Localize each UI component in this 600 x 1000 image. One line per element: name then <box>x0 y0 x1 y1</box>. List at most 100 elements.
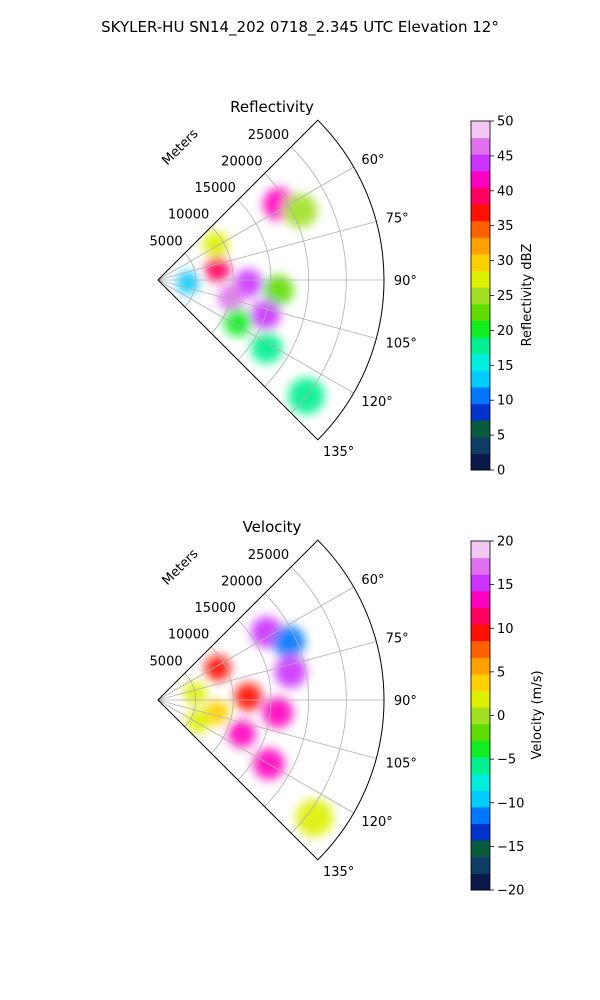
velocity-panel: Velocity 5000 10000 15000 20000 25000 60° 75° 9… <box>150 518 417 880</box>
velocity-azimuth-gridline <box>157 699 354 814</box>
reflectivity-colorbar-tick-label: 15 <box>497 359 514 374</box>
velocity-sector-outline <box>157 539 385 861</box>
velocity-colorbar-segment <box>471 757 490 775</box>
reflectivity-echo-cell <box>223 308 252 337</box>
velocity-colorbar-segment <box>471 806 490 825</box>
reflectivity-colorbar-tick-label: 5 <box>497 429 505 444</box>
velocity-colorbar-segment <box>471 590 490 608</box>
reflectivity-echo-cell <box>283 193 318 228</box>
reflectivity-colorbar-segment <box>471 237 490 255</box>
velocity-colorbar-segment <box>471 640 490 658</box>
reflectivity-panel: Reflectivity 5000 10000 15000 20000 25000 60°… <box>150 98 417 460</box>
velocity-azimuth-gridline <box>157 699 377 759</box>
reflectivity-colorbar-tick-label: 25 <box>497 289 514 304</box>
velocity-polar-grid: 5000 10000 15000 20000 25000 60° 75° 90° 105° 120… <box>150 539 417 880</box>
reflectivity-colorbar-tick-label: 40 <box>497 184 514 199</box>
velocity-colorbar-segment <box>471 673 490 692</box>
velocity-azimuth-tick-label: 105° <box>386 757 417 772</box>
velocity-range-axis-label: Meters <box>160 546 202 588</box>
velocity-colorbar-segment <box>471 557 490 575</box>
velocity-echo-cell <box>227 719 256 748</box>
velocity-azimuth-tick-label: 75° <box>386 631 409 646</box>
velocity-colorbar-segment <box>471 657 490 675</box>
reflectivity-azimuth-tick-label: 120° <box>361 395 392 410</box>
velocity-range-tick-label: 10000 <box>168 628 209 643</box>
velocity-echo-cell <box>274 655 307 688</box>
reflectivity-azimuth-gridline <box>157 279 377 339</box>
velocity-echo-cell <box>204 699 230 726</box>
reflectivity-echo-cell <box>262 275 294 306</box>
velocity-colorbar-segment <box>471 790 490 808</box>
velocity-title: Velocity <box>243 518 302 536</box>
velocity-colorbar-segment <box>471 607 490 625</box>
reflectivity-azimuth-tick-label: 90° <box>394 274 417 289</box>
reflectivity-polar-grid: 5000 10000 15000 20000 25000 60° 75° 90° 105° 120… <box>150 119 417 460</box>
velocity-colorbar-segment <box>471 541 490 559</box>
reflectivity-colorbar-segment <box>471 204 490 222</box>
reflectivity-colorbar-tick-label: 45 <box>497 149 514 164</box>
reflectivity-azimuth-gridline <box>157 221 377 281</box>
velocity-colorbar-segment <box>471 873 490 891</box>
reflectivity-range-axis-label: Meters <box>160 126 202 168</box>
velocity-colorbar-tick-label: 20 <box>497 535 514 550</box>
velocity-colorbar-tick-label: 0 <box>497 709 505 724</box>
reflectivity-range-tick-label: 10000 <box>168 208 209 223</box>
velocity-colorbar: −20 −15 −10 −5 0 5 10 15 20 <box>470 535 524 899</box>
velocity-colorbar-segment <box>471 723 490 741</box>
reflectivity-colorbar-tick-label: 10 <box>497 394 514 409</box>
velocity-colorbar-tick-label: −10 <box>497 796 524 811</box>
reflectivity-colorbar-segment <box>471 337 490 355</box>
reflectivity-colorbar-segment <box>471 320 490 338</box>
reflectivity-colorbar-segment <box>471 453 490 471</box>
velocity-colorbar-segment <box>471 690 490 708</box>
velocity-azimuth-gridline <box>157 641 377 701</box>
reflectivity-colorbar-segment <box>471 270 490 288</box>
reflectivity-colorbar-segment <box>471 220 490 238</box>
reflectivity-range-tick-label: 25000 <box>248 128 289 143</box>
reflectivity-colorbar-tick-label: 0 <box>497 464 505 479</box>
velocity-azimuth-tick-label: 120° <box>361 815 392 830</box>
velocity-colorbar-segment <box>471 840 490 858</box>
reflectivity-colorbar-segment <box>471 353 490 371</box>
reflectivity-colorbar-segment <box>471 253 490 272</box>
velocity-range-tick-label: 15000 <box>195 601 236 616</box>
reflectivity-colorbar-segment <box>471 436 490 454</box>
velocity-colorbar-segment <box>471 574 490 592</box>
reflectivity-colorbar-segment <box>471 121 490 139</box>
velocity-colorbar-segment <box>471 856 490 874</box>
reflectivity-colorbar-label: Reflectivity dBZ <box>520 244 535 347</box>
velocity-colorbar-segment <box>471 773 490 791</box>
velocity-echo-cell <box>185 709 210 734</box>
velocity-colorbar-tick-label: −20 <box>497 884 524 899</box>
reflectivity-colorbar-segment <box>471 370 490 388</box>
velocity-range-tick-label: 25000 <box>248 548 289 563</box>
velocity-colorbar-tick-label: 5 <box>497 665 505 680</box>
velocity-colorbar-label: Velocity (m/s) <box>530 670 545 759</box>
reflectivity-colorbar: 0 5 10 15 20 25 30 35 40 45 50 <box>470 115 514 479</box>
reflectivity-echo-cell <box>250 332 283 364</box>
reflectivity-sector-outline <box>157 119 385 441</box>
reflectivity-azimuth-gridline <box>157 279 354 394</box>
reflectivity-colorbar-segment <box>471 420 490 438</box>
reflectivity-colorbar-segment <box>471 170 490 188</box>
reflectivity-colorbar-tick-label: 35 <box>497 219 514 234</box>
reflectivity-colorbar-segment <box>471 154 490 172</box>
reflectivity-range-tick-label: 20000 <box>221 154 262 169</box>
reflectivity-azimuth-tick-label: 60° <box>361 153 384 168</box>
velocity-colorbar-segment <box>471 707 490 725</box>
reflectivity-colorbar-segment <box>471 137 490 155</box>
figure-title: SKYLER-HU SN14_202 0718_2.345 UTC Elevat… <box>101 18 499 37</box>
velocity-azimuth-tick-label: 60° <box>361 573 384 588</box>
reflectivity-range-tick-label: 15000 <box>195 181 236 196</box>
velocity-colorbar-segment <box>471 740 490 758</box>
reflectivity-azimuth-tick-label: 75° <box>386 211 409 226</box>
velocity-colorbar-segment <box>471 823 490 841</box>
reflectivity-colorbar-segment <box>471 287 490 305</box>
reflectivity-colorbar-segment <box>471 386 490 405</box>
reflectivity-range-tick-label: 5000 <box>150 234 183 249</box>
reflectivity-azimuth-gridline <box>157 166 354 281</box>
velocity-azimuth-gridline <box>157 586 354 701</box>
velocity-range-tick-label: 20000 <box>221 574 262 589</box>
velocity-echo-cell <box>272 625 306 659</box>
